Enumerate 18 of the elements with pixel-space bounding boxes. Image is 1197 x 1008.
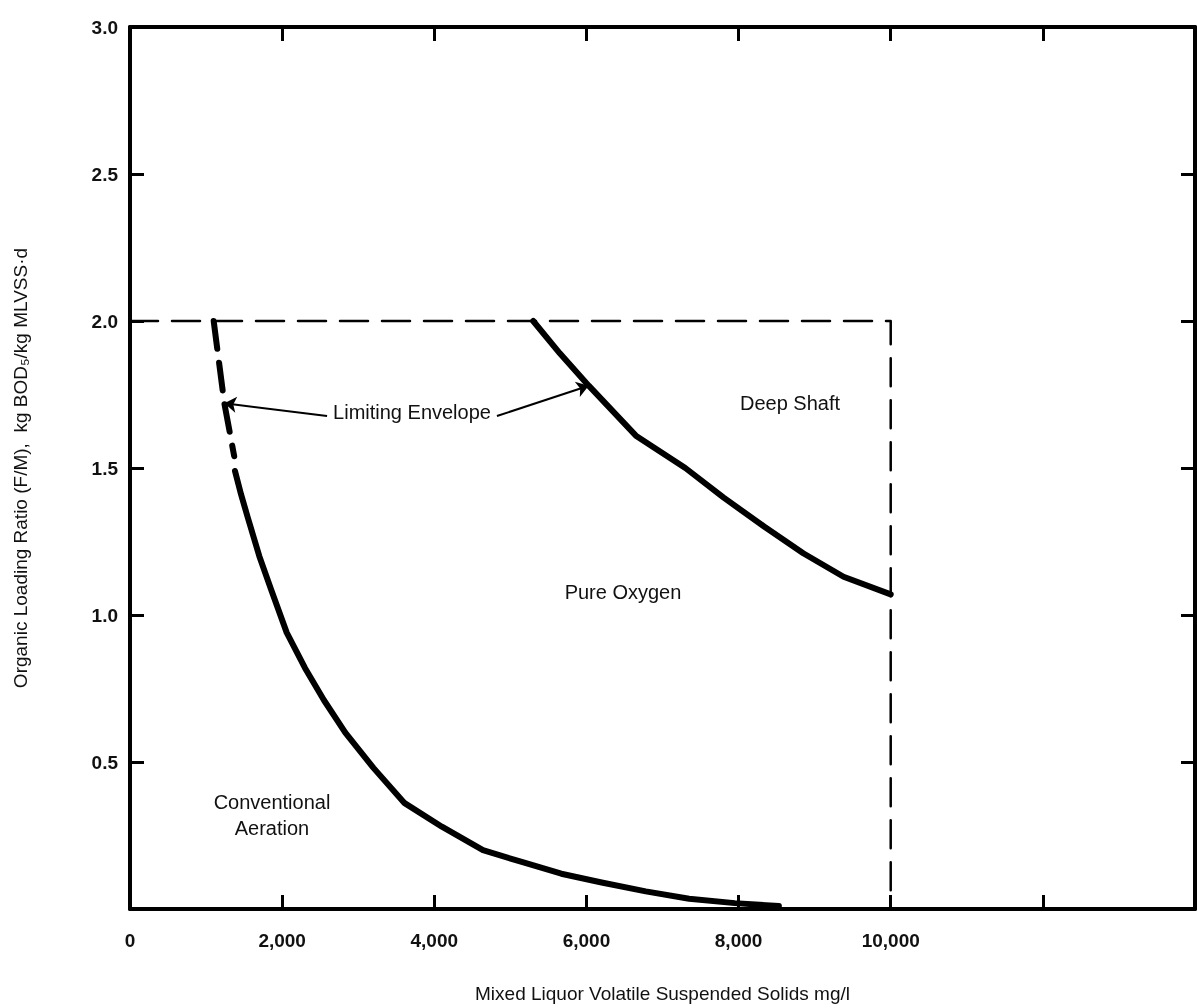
y-tick-label: 1.5 (91, 457, 119, 479)
y-tick-label: 3.0 (91, 16, 118, 38)
annotation: Conventional Aeration (213, 791, 331, 839)
x-tick-label: 6,000 (562, 930, 611, 951)
x-tick-label: 8,000 (714, 930, 763, 951)
y-axis-title: Organic Loading Ratio (F/M), kg BOD₅/kg MLVSS·d (10, 247, 31, 689)
x-tick-label: 10,000 (861, 930, 920, 951)
y-tick-label: 0.5 (91, 751, 119, 773)
x-tick-label: 4,000 (410, 930, 459, 951)
x-axis-title: Mixed Liquor Volatile Suspended Solids mg/l (475, 983, 850, 1004)
annotation: Pure Oxygen (564, 581, 682, 603)
y-tick-label: 1.0 (91, 604, 118, 626)
annotation: Deep Shaft (739, 392, 841, 414)
y-tick-label: 2.5 (91, 163, 119, 185)
x-tick-label: 2,000 (258, 930, 306, 951)
annotation: Limiting Envelope (333, 401, 491, 423)
x-tick-label: 0 (124, 930, 136, 951)
y-tick-label: 2.0 (91, 310, 118, 332)
